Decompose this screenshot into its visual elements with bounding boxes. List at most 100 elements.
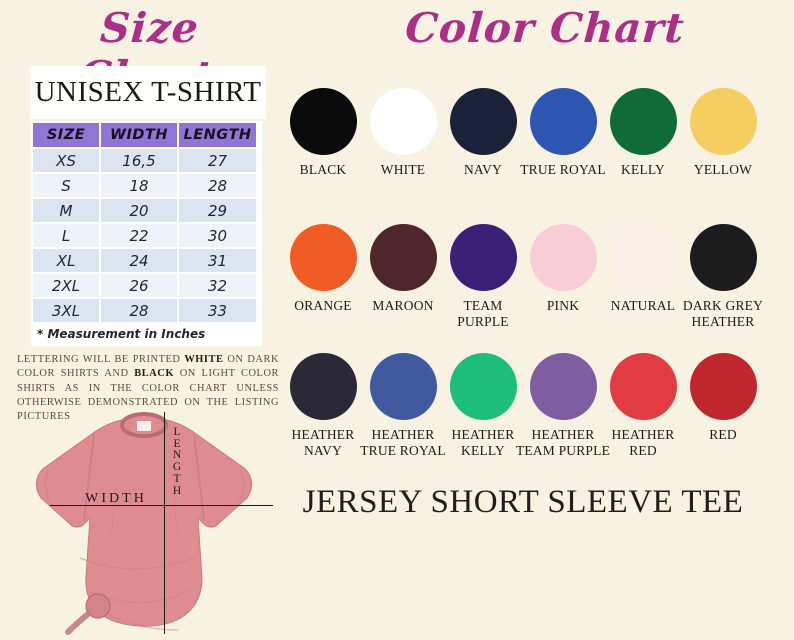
size-table: SIZE WIDTH LENGTH XS 16,5 27 S 18 28 M 2…	[31, 121, 262, 346]
shirt-tag	[137, 421, 151, 431]
color-label: ORANGE	[294, 298, 352, 313]
length-cell: 27	[179, 149, 256, 172]
length-cell: 31	[179, 249, 256, 272]
lettering-text: ON LIGHT COLOR SHIRTS AS IN THE COLOR CH…	[17, 368, 279, 422]
length-cell: 33	[179, 299, 256, 322]
color-label: PINK	[546, 298, 580, 313]
color-circle	[449, 224, 517, 291]
color-circle	[289, 88, 357, 155]
color-swatch-heather-red: HEATHER RED	[603, 353, 683, 473]
length-cell: 29	[179, 199, 256, 222]
color-swatch-white: WHITE	[363, 88, 443, 224]
color-swatch-heather-navy: HEATHER NAVY	[283, 353, 363, 473]
size-cell: S	[33, 174, 99, 197]
color-swatch-maroon: MAROON	[363, 224, 443, 353]
color-circle	[689, 88, 757, 155]
color-label: NAVY	[463, 162, 503, 177]
color-circle	[289, 224, 357, 291]
color-label: TEAM PURPLE	[457, 298, 509, 329]
color-swatch-heather-kelly: HEATHER KELLY	[443, 353, 523, 473]
product-name-heading: JERSEY SHORT SLEEVE TEE	[302, 484, 744, 520]
color-swatch-grid: BLACK WHITE NAVY TRUE ROYAL KELLY YELLOW…	[283, 88, 763, 473]
color-swatch-pink: PINK	[523, 224, 603, 353]
lettering-text: ON DARK COLOR SHIRTS AND	[17, 354, 279, 380]
color-swatch-heather-team-purple: HEATHER TEAM PURPLE	[516, 353, 610, 473]
product-type-heading-box: UNISEX T-SHIRT	[30, 66, 266, 119]
size-table-header-width: WIDTH	[101, 123, 177, 147]
width-cell: 24	[101, 249, 177, 272]
color-label: YELLOW	[693, 162, 753, 177]
color-circle	[369, 88, 437, 155]
color-label: MAROON	[372, 298, 434, 313]
color-circle	[369, 224, 437, 291]
color-circle	[449, 353, 517, 420]
color-label: WHITE	[380, 162, 426, 177]
color-label: NATURAL	[610, 298, 676, 313]
color-circle	[449, 88, 517, 155]
color-circle	[609, 88, 677, 155]
color-label: TRUE ROYAL	[520, 162, 606, 177]
color-swatch-heather-true-royal: HEATHER TRUE ROYAL	[360, 353, 446, 473]
color-label: BLACK	[299, 162, 347, 177]
color-swatch-natural: NATURAL	[603, 224, 683, 353]
color-swatch-black: BLACK	[283, 88, 363, 224]
color-circle	[609, 353, 677, 420]
color-circle	[529, 88, 597, 155]
product-type-heading: UNISEX T-SHIRT	[34, 76, 262, 108]
size-cell: L	[33, 224, 99, 247]
color-swatch-team-purple: TEAM PURPLE	[443, 224, 523, 353]
size-table-header-size: SIZE	[33, 123, 99, 147]
lettering-note: LETTERING WILL BE PRINTED WHITE ON DARK …	[17, 353, 279, 424]
lettering-white-word: WHITE	[184, 354, 224, 365]
color-label: DARK GREY HEATHER	[682, 298, 764, 329]
color-circle	[689, 353, 757, 420]
shirt-knot	[85, 593, 111, 619]
color-swatch-orange: ORANGE	[283, 224, 363, 353]
color-circle	[289, 353, 357, 420]
width-cell: 20	[101, 199, 177, 222]
color-label: HEATHER KELLY	[451, 427, 515, 458]
color-swatch-red: RED	[683, 353, 763, 473]
color-label: HEATHER NAVY	[291, 427, 355, 458]
color-label: HEATHER RED	[611, 427, 675, 458]
size-cell: M	[33, 199, 99, 222]
length-measure-line	[164, 412, 166, 634]
width-cell: 18	[101, 174, 177, 197]
length-cell: 28	[179, 174, 256, 197]
size-cell: 3XL	[33, 299, 99, 322]
color-swatch-navy: NAVY	[443, 88, 523, 224]
color-label: RED	[709, 427, 737, 442]
color-circle	[609, 224, 677, 291]
size-cell: XS	[33, 149, 99, 172]
length-cell: 32	[179, 274, 256, 297]
shirt-photo	[18, 408, 283, 635]
width-cell: 26	[101, 274, 177, 297]
width-label: WIDTH	[85, 491, 147, 506]
size-cell: 2XL	[33, 274, 99, 297]
measurement-note: * Measurement in Inches	[33, 324, 256, 344]
size-cell: XL	[33, 249, 99, 272]
color-swatch-dark-grey-heather: DARK GREY HEATHER	[683, 224, 763, 353]
color-chart-title: Color Chart	[403, 4, 687, 52]
color-label: HEATHER TRUE ROYAL	[360, 427, 446, 458]
color-circle	[689, 224, 757, 291]
width-cell: 16,5	[101, 149, 177, 172]
color-circle	[529, 353, 597, 420]
color-swatch-yellow: YELLOW	[683, 88, 763, 224]
color-circle	[369, 353, 437, 420]
color-swatch-kelly: KELLY	[603, 88, 683, 224]
color-circle	[529, 224, 597, 291]
width-cell: 22	[101, 224, 177, 247]
lettering-text: LETTERING WILL BE PRINTED	[17, 354, 185, 365]
color-swatch-true-royal: TRUE ROYAL	[520, 88, 606, 224]
width-cell: 28	[101, 299, 177, 322]
color-label: KELLY	[621, 162, 665, 177]
length-cell: 30	[179, 224, 256, 247]
length-label: LENGTH	[172, 426, 182, 497]
shirt-illustration	[36, 412, 252, 635]
lettering-black-word: BLACK	[134, 368, 174, 380]
size-table-header-length: LENGTH	[179, 123, 256, 147]
color-label: HEATHER TEAM PURPLE	[515, 427, 611, 458]
width-measure-line	[50, 505, 273, 507]
